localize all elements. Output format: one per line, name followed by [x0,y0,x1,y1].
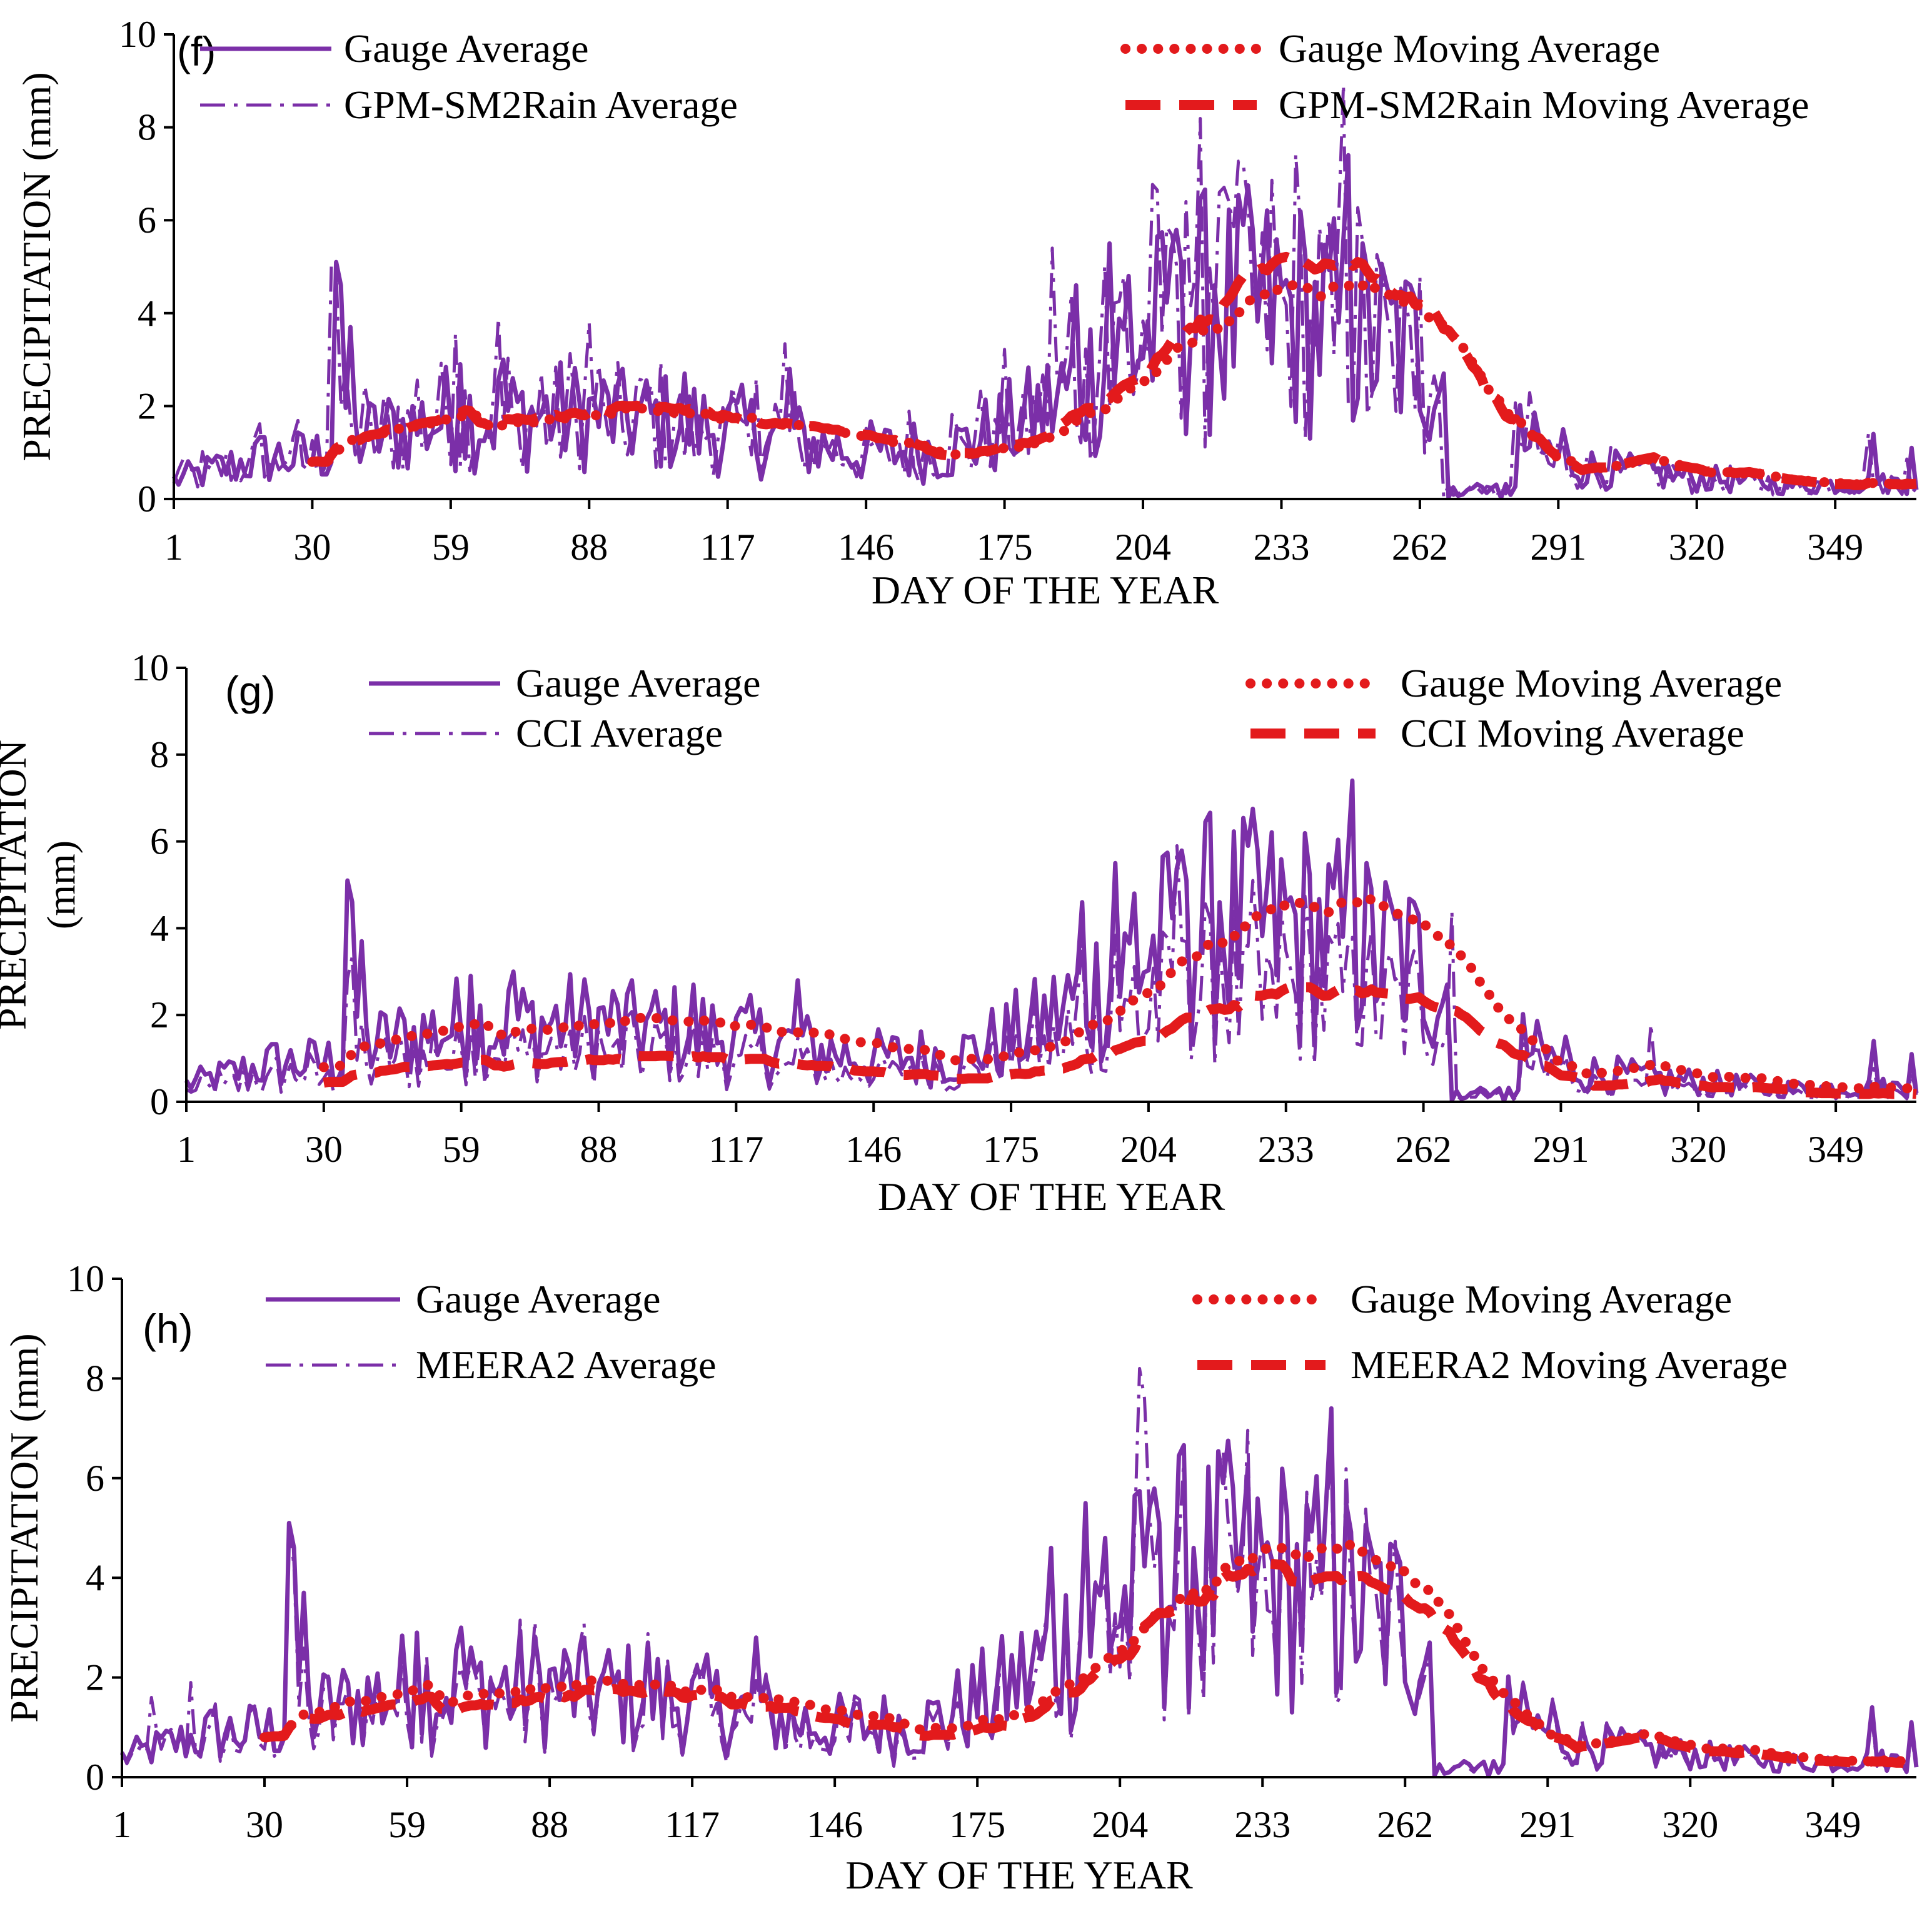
series-gauge-moving-average [259,1539,1921,1768]
legend-label: Gauge Average [416,1277,661,1321]
series-gauge-average [119,1406,1919,1778]
y-tick-label: 2 [150,994,169,1036]
series-cci-moving-average [323,982,1917,1100]
y-tick-label: 4 [86,1557,104,1598]
x-tick-label: 233 [1253,527,1309,568]
x-tick-label: 291 [1519,1804,1576,1845]
x-tick-label: 88 [580,1129,618,1170]
legend-label: MEERA2 Moving Average [1351,1343,1788,1387]
y-axis-title: PRECIPITATION [0,740,34,1030]
x-tick-label: 30 [246,1804,283,1845]
x-axis-title: DAY OF THE YEAR [878,1174,1225,1219]
x-tick-label: 117 [708,1129,763,1170]
legend-label: Gauge Moving Average [1351,1277,1732,1321]
x-tick-label: 233 [1234,1804,1291,1845]
y-tick-label: 2 [138,385,156,426]
panel-label: (g) [225,668,276,714]
y-tick-label: 4 [138,293,156,334]
x-tick-label: 349 [1804,1804,1861,1845]
y-tick-label: 6 [86,1458,104,1499]
y-tick-label: 10 [131,647,169,688]
legend-label: CCI Moving Average [1401,711,1744,755]
x-tick-label: 146 [807,1804,863,1845]
x-tick-label: 1 [113,1804,131,1845]
legend-label: MEERA2 Average [416,1343,716,1387]
panel-label: (f) [177,28,216,74]
x-tick-label: 349 [1807,527,1863,568]
series-gauge-average [171,153,1919,500]
y-tick-label: 8 [138,107,156,148]
y-tick-label: 8 [150,734,169,775]
legend-label: Gauge Moving Average [1401,661,1782,705]
legend-label: GPM-SM2Rain Average [344,83,738,127]
series-gauge-moving-average [307,276,1921,490]
x-tick-label: 1 [164,527,183,568]
panel-label: (h) [143,1306,193,1352]
legend-label: GPM-SM2Rain Moving Average [1279,83,1809,127]
x-tick-label: 59 [443,1129,480,1170]
x-axis-title: DAY OF THE YEAR [872,568,1219,612]
panel-h: 0 2 4 6 8 10 1 30 59 88 117 146 175 204 233 262 291 320 34… [2,1258,1921,1897]
x-tick-label: 59 [432,527,470,568]
x-tick-label: 291 [1530,527,1586,568]
x-tick-label: 117 [700,527,755,568]
x-tick-label: 233 [1258,1129,1314,1170]
legend-label: CCI Average [516,711,723,755]
x-tick-label: 59 [388,1804,426,1845]
x-tick-label: 204 [1115,527,1171,568]
y-tick-label: 0 [150,1081,169,1122]
panel-g: 0 2 4 6 8 10 1 30 59 88 117 146 175 204 233 262 291 320 34… [0,647,1921,1219]
x-tick-label: 204 [1120,1129,1177,1170]
x-tick-label: 320 [1669,527,1725,568]
legend-label: Gauge Average [344,26,589,71]
x-tick-label: 262 [1377,1804,1433,1845]
y-axis-title: PRECIPITATION (mm) [14,72,59,461]
x-tick-label: 88 [570,527,608,568]
y-tick-label: 0 [86,1757,104,1798]
y-tick-label: 4 [150,907,169,949]
legend-label: Gauge Moving Average [1279,26,1660,71]
x-tick-label: 1 [177,1129,196,1170]
x-tick-label: 262 [1396,1129,1452,1170]
y-axis-title: PRECIPITATION (mm) [2,1333,46,1722]
y-axis-title: (mm) [39,840,83,929]
y-tick-label: 10 [119,14,156,55]
x-tick-label: 320 [1670,1129,1726,1170]
x-tick-label: 88 [531,1804,568,1845]
x-tick-label: 30 [293,527,331,568]
series-meera2-average [120,1367,1918,1778]
legend-label: Gauge Average [516,661,761,705]
y-tick-label: 10 [67,1258,104,1299]
x-tick-label: 175 [977,527,1033,568]
x-tick-label: 175 [983,1129,1039,1170]
x-axis-title: DAY OF THE YEAR [845,1853,1193,1897]
series-gauge-moving-average [318,894,1921,1094]
x-tick-label: 262 [1392,527,1448,568]
x-tick-label: 320 [1662,1804,1718,1845]
x-tick-label: 117 [665,1804,720,1845]
series-meera2-moving-average [263,1558,1917,1768]
panel-f: 0 2 4 6 8 10 1 30 59 88 117 146 175 204 233 262 291 320 34… [14,14,1921,612]
y-tick-label: 6 [138,199,156,241]
x-tick-label: 146 [838,527,894,568]
x-tick-label: 30 [305,1129,343,1170]
x-tick-label: 146 [845,1129,902,1170]
y-tick-label: 8 [86,1358,104,1399]
y-tick-label: 6 [150,821,169,862]
x-tick-label: 204 [1092,1804,1148,1845]
series-gauge-average [184,778,1919,1104]
y-tick-label: 0 [138,478,156,520]
x-tick-label: 349 [1808,1129,1864,1170]
x-tick-label: 291 [1532,1129,1589,1170]
x-tick-label: 175 [949,1804,1005,1845]
y-tick-label: 2 [86,1657,104,1698]
